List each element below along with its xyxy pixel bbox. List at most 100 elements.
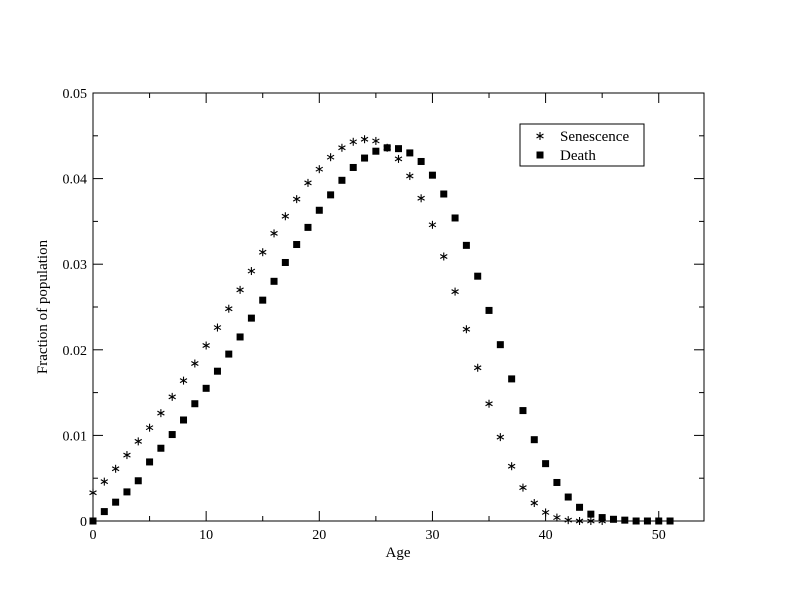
point-senescence xyxy=(485,399,493,408)
x-tick-label: 0 xyxy=(90,528,97,543)
x-tick-label: 50 xyxy=(652,528,666,543)
x-tick-label: 30 xyxy=(425,528,439,543)
x-tick-label: 20 xyxy=(312,528,326,543)
point-senescence xyxy=(553,513,561,522)
point-senescence xyxy=(564,516,572,525)
point-senescence xyxy=(587,517,595,525)
legend-box xyxy=(519,123,645,167)
point-death xyxy=(666,517,674,525)
x-tick-label: 40 xyxy=(539,528,553,543)
point-senescence xyxy=(406,172,414,181)
point-death xyxy=(655,517,663,525)
x-axis-title: Age xyxy=(386,545,411,561)
point-senescence xyxy=(519,483,527,492)
point-death xyxy=(281,258,289,266)
point-death xyxy=(474,272,482,280)
legend-marker-senescence xyxy=(536,132,544,140)
point-death xyxy=(157,444,165,452)
y-tick-label: 0.04 xyxy=(63,173,88,188)
point-senescence xyxy=(315,165,324,174)
y-tick-label: 0.01 xyxy=(63,429,88,444)
point-senescence xyxy=(100,477,109,486)
point-senescence xyxy=(236,285,244,294)
point-senescence xyxy=(326,153,335,162)
point-senescence xyxy=(179,376,188,385)
point-death xyxy=(293,241,301,249)
point-senescence xyxy=(191,359,199,368)
series-death xyxy=(89,144,674,525)
point-senescence xyxy=(417,194,425,203)
point-death xyxy=(134,477,142,485)
y-tick-label: 0.03 xyxy=(63,258,88,273)
legend: Senescence Death xyxy=(519,123,645,167)
point-death xyxy=(236,333,244,341)
point-death xyxy=(202,384,210,392)
point-senescence xyxy=(281,212,290,221)
point-death xyxy=(609,515,617,523)
legend-label-death: Death xyxy=(560,148,596,164)
point-death xyxy=(395,145,402,153)
point-death xyxy=(508,375,516,383)
point-death xyxy=(270,277,278,285)
point-death xyxy=(327,191,335,199)
point-senescence xyxy=(440,252,448,261)
point-senescence xyxy=(451,287,459,296)
axis-ticks xyxy=(92,92,704,522)
point-death xyxy=(451,214,459,222)
point-death xyxy=(542,460,550,468)
point-death xyxy=(225,350,233,358)
legend-symbol-senescence xyxy=(536,132,544,140)
point-senescence xyxy=(372,136,380,145)
point-death xyxy=(112,498,120,506)
point-senescence xyxy=(134,437,143,446)
point-death xyxy=(462,241,470,249)
tick-labels: 0 10 20 30 40 50 0 0.01 0.02 0.03 0.04 0.05 xyxy=(63,87,666,543)
point-death xyxy=(519,407,527,415)
point-death xyxy=(496,341,504,349)
point-death xyxy=(338,176,346,184)
point-senescence xyxy=(338,143,346,152)
point-death xyxy=(564,493,572,501)
point-senescence xyxy=(507,462,516,471)
point-senescence xyxy=(360,135,369,144)
legend-symbol-death xyxy=(536,151,544,159)
point-death xyxy=(632,517,640,525)
y-axis-title: Fraction of population xyxy=(35,239,51,374)
point-death xyxy=(191,400,199,408)
point-death xyxy=(213,367,221,375)
point-senescence xyxy=(473,363,482,372)
point-senescence xyxy=(304,178,312,187)
point-senescence xyxy=(89,488,97,497)
point-death xyxy=(315,206,323,214)
series-senescence xyxy=(89,135,606,525)
point-death xyxy=(180,416,188,424)
y-tick-label: 0.02 xyxy=(63,344,88,359)
point-death xyxy=(349,163,357,171)
point-death xyxy=(417,157,425,165)
point-death xyxy=(247,314,255,322)
point-death xyxy=(146,458,154,466)
point-senescence xyxy=(496,433,505,442)
point-death xyxy=(576,503,584,511)
point-death xyxy=(587,510,595,518)
point-senescence xyxy=(258,248,267,257)
point-death xyxy=(598,514,606,522)
point-senescence xyxy=(247,267,256,276)
point-death xyxy=(168,431,176,439)
point-senescence xyxy=(292,195,301,204)
data-marks xyxy=(89,135,674,525)
point-death xyxy=(553,478,561,486)
point-death xyxy=(123,488,131,496)
point-senescence xyxy=(202,341,210,350)
point-senescence xyxy=(575,517,584,525)
point-senescence xyxy=(462,325,471,334)
point-senescence xyxy=(213,323,222,332)
point-senescence xyxy=(349,137,357,146)
point-death xyxy=(372,147,380,155)
point-death xyxy=(259,296,267,304)
point-senescence xyxy=(157,409,165,418)
point-senescence xyxy=(168,392,176,401)
point-death xyxy=(406,149,414,157)
legend-label-senescence: Senescence xyxy=(560,129,629,145)
